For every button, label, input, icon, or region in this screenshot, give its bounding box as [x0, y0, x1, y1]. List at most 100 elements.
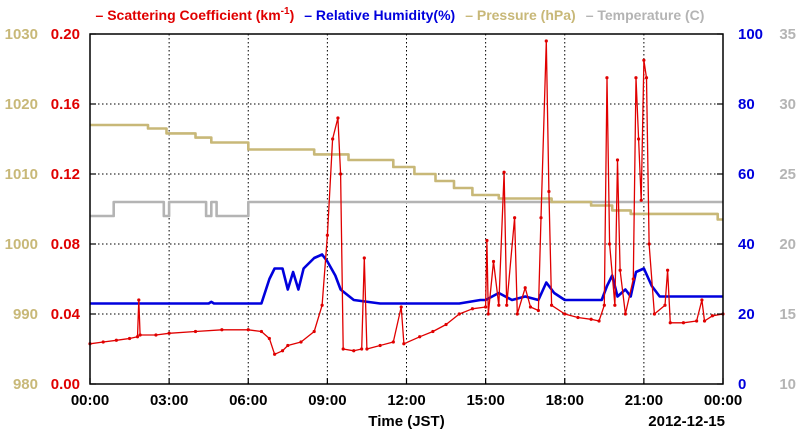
pressure-axis-tick-label: 1010 [5, 166, 38, 183]
scatter-data-point [299, 340, 303, 344]
legend-text: – Scattering Coefficient (km-1) – Relativ… [96, 6, 705, 23]
scatter-axis-tick-label: 0.04 [51, 306, 81, 323]
scatter-data-point [280, 349, 285, 353]
scatter-data-point [362, 256, 366, 260]
scatter-data-point [644, 76, 649, 80]
scatter-data-point [702, 319, 707, 323]
scatter-data-point [259, 329, 264, 334]
x-axis-tick-label: 18:00 [546, 392, 584, 409]
scatter-data-point [246, 328, 250, 332]
scatter-data-point [331, 137, 335, 141]
scatter-axis-tick-label: 0.12 [51, 166, 80, 183]
humidity-axis-tick-label: 40 [738, 236, 755, 253]
scatter-data-point [602, 303, 606, 307]
x-axis-tick-label: 00:00 [704, 392, 742, 409]
scatter-data-point [618, 268, 622, 272]
pressure-axis-tick-label: 990 [13, 306, 38, 323]
x-axis-tick-label: 12:00 [387, 392, 425, 409]
scatter-data-point [286, 343, 290, 348]
scatter-data-point [360, 347, 364, 351]
humidity-axis-tick-label: 20 [738, 306, 755, 323]
humidity-axis-tick-label: 80 [738, 96, 755, 113]
temperature-axis-tick-label: 25 [779, 166, 796, 183]
scatter-data-point [418, 335, 422, 339]
scatter-data-point [193, 329, 198, 334]
scatter-data-point [484, 305, 488, 309]
humidity-axis-tick-label: 0 [738, 376, 746, 393]
scatter-data-point [634, 76, 638, 80]
scatter-data-point [589, 317, 593, 321]
legend: – Scattering Coefficient (km-1) – Relativ… [96, 6, 705, 23]
legend-entry-humidity: – Relative Humidity(%) [304, 7, 455, 23]
legend-entry-pressure: – Pressure (hPa) [465, 7, 576, 23]
temperature-axis-tick-label: 10 [779, 376, 796, 393]
scatter-data-point [336, 116, 340, 120]
scatter-axis-tick-label: 0.08 [51, 236, 80, 253]
x-axis-tick-label: 00:00 [71, 392, 109, 409]
scatter-data-point [491, 259, 496, 264]
scatter-data-point [607, 242, 612, 246]
scatter-data-point [681, 321, 686, 325]
scatter-data-point [544, 39, 548, 43]
scatter-data-point [470, 307, 475, 311]
axes-layer: 0.000.040.080.120.160.209809901000101010… [5, 26, 796, 409]
scatter-data-point [623, 312, 628, 316]
scatter-data-point [637, 137, 641, 141]
scatter-data-point [101, 340, 105, 344]
scatter-axis-tick-label: 0.20 [51, 26, 80, 43]
scatter-data-point [639, 198, 643, 202]
series-layer [88, 39, 725, 356]
scatter-data-point [352, 349, 356, 353]
scatter-data-point [652, 312, 657, 316]
pressure-axis-tick-label: 1030 [5, 26, 38, 43]
scatter-data-point [505, 303, 509, 307]
x-axis-tick-label: 03:00 [150, 392, 188, 409]
scatter-axis-tick-label: 0.16 [51, 96, 80, 113]
scatter-data-point [710, 314, 715, 318]
humidity-series-line [90, 253, 723, 305]
temperature-axis-tick-label: 30 [779, 96, 796, 113]
scatter-data-point [485, 238, 489, 243]
scatter-data-point [220, 328, 224, 332]
scatter-data-point [549, 303, 554, 307]
scatter-data-point [137, 298, 141, 302]
scatter-data-point [486, 312, 490, 316]
scatter-data-point [365, 347, 369, 351]
scatter-data-point [502, 170, 506, 174]
scatter-data-point [402, 342, 406, 346]
x-axis-tick-label: 06:00 [229, 392, 267, 409]
temperature-axis-tick-label: 15 [779, 306, 796, 323]
scatter-data-point [167, 331, 171, 335]
scatter-data-point [154, 333, 158, 337]
scatter-data-point [127, 336, 132, 341]
grid-lines [90, 34, 723, 384]
scatter-data-point [399, 305, 403, 309]
scatter-data-point [666, 268, 670, 272]
scatter-data-point [647, 242, 651, 246]
temperature-series-line [90, 200, 723, 218]
x-axis-label: Time (JST) [368, 413, 444, 430]
legend-unit-close: ) [290, 7, 295, 23]
scatter-data-point [668, 321, 672, 325]
pressure-axis-tick-label: 1020 [5, 96, 38, 113]
scatter-data-point [378, 343, 382, 348]
scatter-data-point [515, 312, 519, 316]
scatter-data-point [312, 329, 316, 334]
scatter-data-point [444, 322, 448, 327]
scatter-data-point [695, 319, 699, 323]
scatter-data-point [631, 277, 635, 281]
scatter-data-point [615, 158, 620, 162]
scatter-data-point [536, 308, 540, 313]
temperature-axis-tick-label: 20 [779, 236, 796, 253]
scatter-data-point [325, 233, 329, 237]
scatter-data-point [563, 312, 567, 316]
scatter-data-point [523, 286, 527, 290]
scatter-data-point [576, 315, 580, 320]
scatter-data-point [341, 347, 345, 351]
scatter-data-point [457, 312, 461, 316]
scatter-data-point [547, 189, 551, 194]
scatter-data-point [273, 352, 277, 356]
scatter-data-point [391, 340, 395, 344]
scatter-data-point [431, 329, 435, 334]
